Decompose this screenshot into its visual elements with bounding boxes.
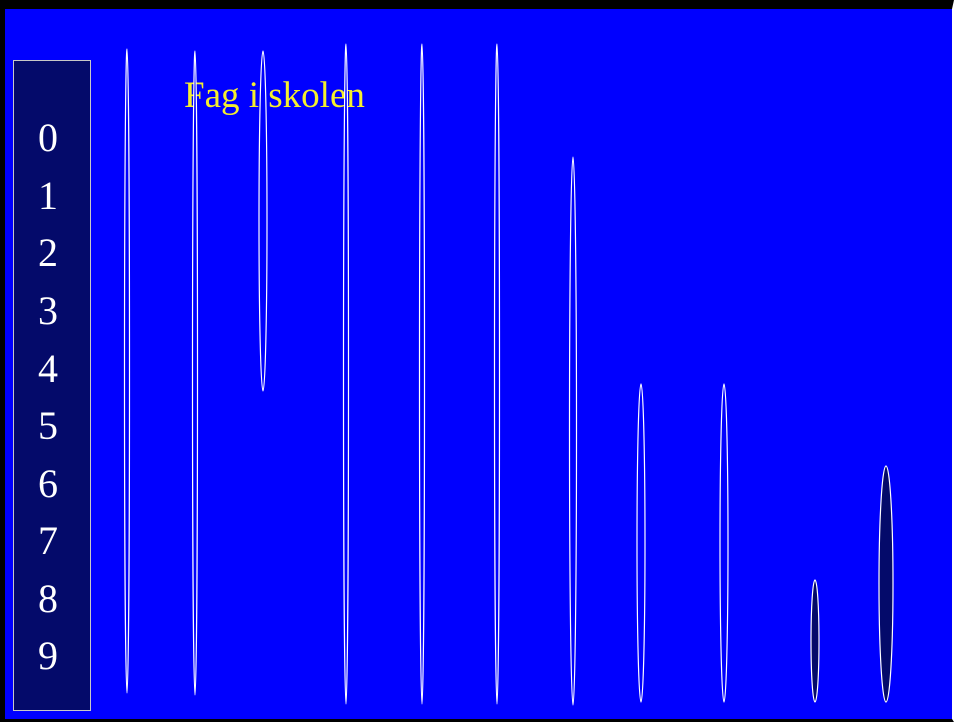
digit-3: 3 xyxy=(38,288,58,333)
digit-2: 2 xyxy=(38,230,58,275)
digit-1: 1 xyxy=(38,173,58,218)
digit-6: 6 xyxy=(38,461,58,506)
digit-8: 8 xyxy=(38,576,58,621)
digit-5: 5 xyxy=(38,403,58,448)
slide-title: Fag i skolen xyxy=(184,75,365,116)
digit-4: 4 xyxy=(38,346,58,391)
digit-9: 9 xyxy=(38,633,58,678)
digit-7: 7 xyxy=(38,518,58,563)
digit-panel: 0 1 2 3 4 5 6 7 8 9 xyxy=(13,60,91,711)
digit-0: 0 xyxy=(38,115,58,160)
